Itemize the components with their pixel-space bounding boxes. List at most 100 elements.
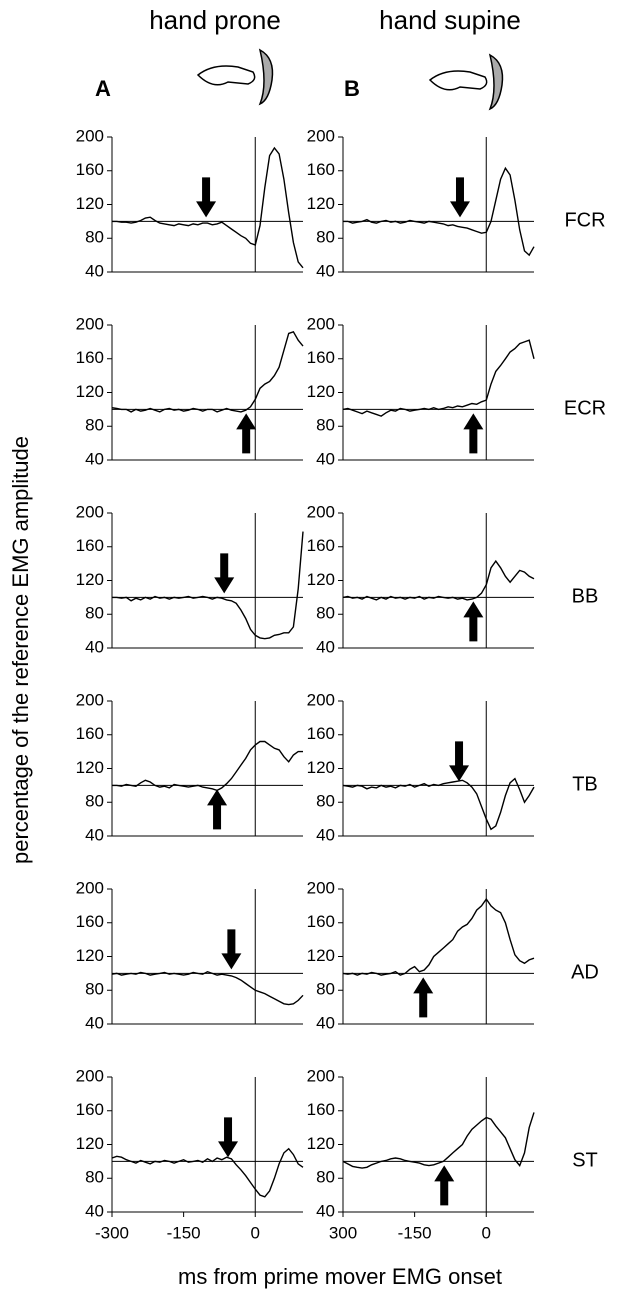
- y-tick-label: 80: [85, 416, 104, 435]
- y-tick-label: 160: [76, 160, 104, 179]
- y-tick-label: 200: [76, 126, 104, 145]
- muscle-label: ECR: [564, 398, 606, 420]
- y-tick-label: 160: [307, 1100, 335, 1119]
- y-tick-label: 200: [307, 314, 335, 333]
- y-tick-label: 40: [85, 637, 104, 656]
- y-tick-label: 160: [307, 536, 335, 555]
- x-tick-label: -150: [167, 1223, 201, 1242]
- y-tick-label: 40: [316, 637, 335, 656]
- y-tick-label: 80: [316, 228, 335, 247]
- y-tick-label: 160: [76, 724, 104, 743]
- emg-line: [342, 559, 535, 601]
- y-tick-label: 40: [316, 1201, 335, 1220]
- y-tick-label: 200: [76, 878, 104, 897]
- muscle-label: ST: [572, 1150, 598, 1172]
- y-tick-label: 40: [316, 1013, 335, 1032]
- y-tick-label: 200: [307, 126, 335, 145]
- onset-arrow: [218, 1117, 239, 1158]
- y-tick-label: 120: [76, 570, 104, 589]
- panel-letter: B: [344, 76, 360, 101]
- x-tick-label: -150: [398, 1223, 432, 1242]
- emg-line: [342, 339, 535, 417]
- y-tick-label: 40: [85, 825, 104, 844]
- y-tick-label: 200: [307, 878, 335, 897]
- y-tick-label: 40: [85, 449, 104, 468]
- column-title: hand supine: [379, 5, 521, 35]
- emg-line: [112, 531, 304, 640]
- y-tick-label: 120: [76, 382, 104, 401]
- emg-line: [112, 146, 304, 269]
- emg-line: [111, 330, 304, 413]
- emg-line: [343, 166, 535, 257]
- x-tick-label: 0: [482, 1223, 491, 1242]
- y-tick-label: 160: [307, 912, 335, 931]
- y-tick-label: 160: [76, 348, 104, 367]
- y-axis-label: percentage of the reference EMG amplitud…: [8, 436, 33, 864]
- emg-line: [342, 777, 535, 831]
- onset-arrow: [449, 177, 470, 218]
- emg-line: [112, 740, 303, 792]
- y-tick-label: 120: [307, 1134, 335, 1153]
- y-tick-label: 80: [316, 416, 335, 435]
- y-tick-label: 40: [316, 261, 335, 280]
- y-tick-label: 80: [316, 1168, 335, 1187]
- x-tick-label: 300: [329, 1223, 357, 1242]
- onset-arrow: [214, 553, 235, 594]
- muscle-label: AD: [571, 962, 599, 984]
- onset-arrow: [449, 741, 470, 782]
- panel-letter: A: [95, 76, 111, 101]
- onset-arrow: [434, 1165, 455, 1206]
- y-tick-label: 120: [307, 946, 335, 965]
- y-tick-label: 160: [307, 724, 335, 743]
- y-tick-label: 200: [76, 502, 104, 521]
- y-tick-label: 80: [85, 1168, 104, 1187]
- y-tick-label: 160: [76, 1100, 104, 1119]
- y-tick-label: 80: [316, 604, 335, 623]
- y-tick-label: 40: [85, 1201, 104, 1220]
- y-tick-label: 120: [307, 570, 335, 589]
- x-tick-label: -300: [95, 1223, 129, 1242]
- y-tick-label: 80: [85, 604, 104, 623]
- y-tick-label: 40: [85, 1013, 104, 1032]
- column-title: hand prone: [149, 5, 281, 35]
- muscle-label: FCR: [564, 210, 605, 232]
- y-tick-label: 40: [316, 825, 335, 844]
- y-tick-label: 80: [85, 228, 104, 247]
- emg-line: [342, 897, 535, 976]
- emg-line: [342, 1112, 535, 1169]
- onset-arrow: [221, 929, 242, 970]
- y-tick-label: 120: [76, 1134, 104, 1153]
- muscle-label: TB: [572, 774, 598, 796]
- y-tick-label: 200: [76, 1066, 104, 1085]
- hand-icon: [196, 48, 504, 111]
- y-tick-label: 120: [76, 946, 104, 965]
- y-tick-label: 40: [316, 449, 335, 468]
- onset-arrow: [236, 413, 257, 454]
- y-tick-label: 120: [307, 194, 335, 213]
- y-tick-label: 120: [307, 382, 335, 401]
- y-tick-label: 160: [76, 536, 104, 555]
- x-axis-label: ms from prime mover EMG onset: [178, 1264, 502, 1289]
- y-tick-label: 80: [316, 980, 335, 999]
- y-tick-label: 40: [85, 261, 104, 280]
- x-tick-label: 0: [251, 1223, 260, 1242]
- emg-line: [111, 1147, 304, 1198]
- y-tick-label: 120: [76, 758, 104, 777]
- onset-arrow: [196, 177, 217, 218]
- y-tick-label: 120: [307, 758, 335, 777]
- y-tick-label: 160: [307, 160, 335, 179]
- onset-arrow: [413, 977, 434, 1018]
- y-tick-label: 80: [316, 792, 335, 811]
- y-tick-label: 200: [307, 502, 335, 521]
- onset-arrow: [463, 601, 484, 642]
- y-tick-label: 200: [76, 314, 104, 333]
- y-tick-label: 200: [307, 690, 335, 709]
- y-tick-label: 200: [76, 690, 104, 709]
- y-tick-label: 160: [307, 348, 335, 367]
- y-tick-label: 80: [85, 792, 104, 811]
- y-tick-label: 160: [76, 912, 104, 931]
- onset-arrow: [463, 413, 484, 454]
- y-tick-label: 120: [76, 194, 104, 213]
- emg-line: [111, 970, 304, 1006]
